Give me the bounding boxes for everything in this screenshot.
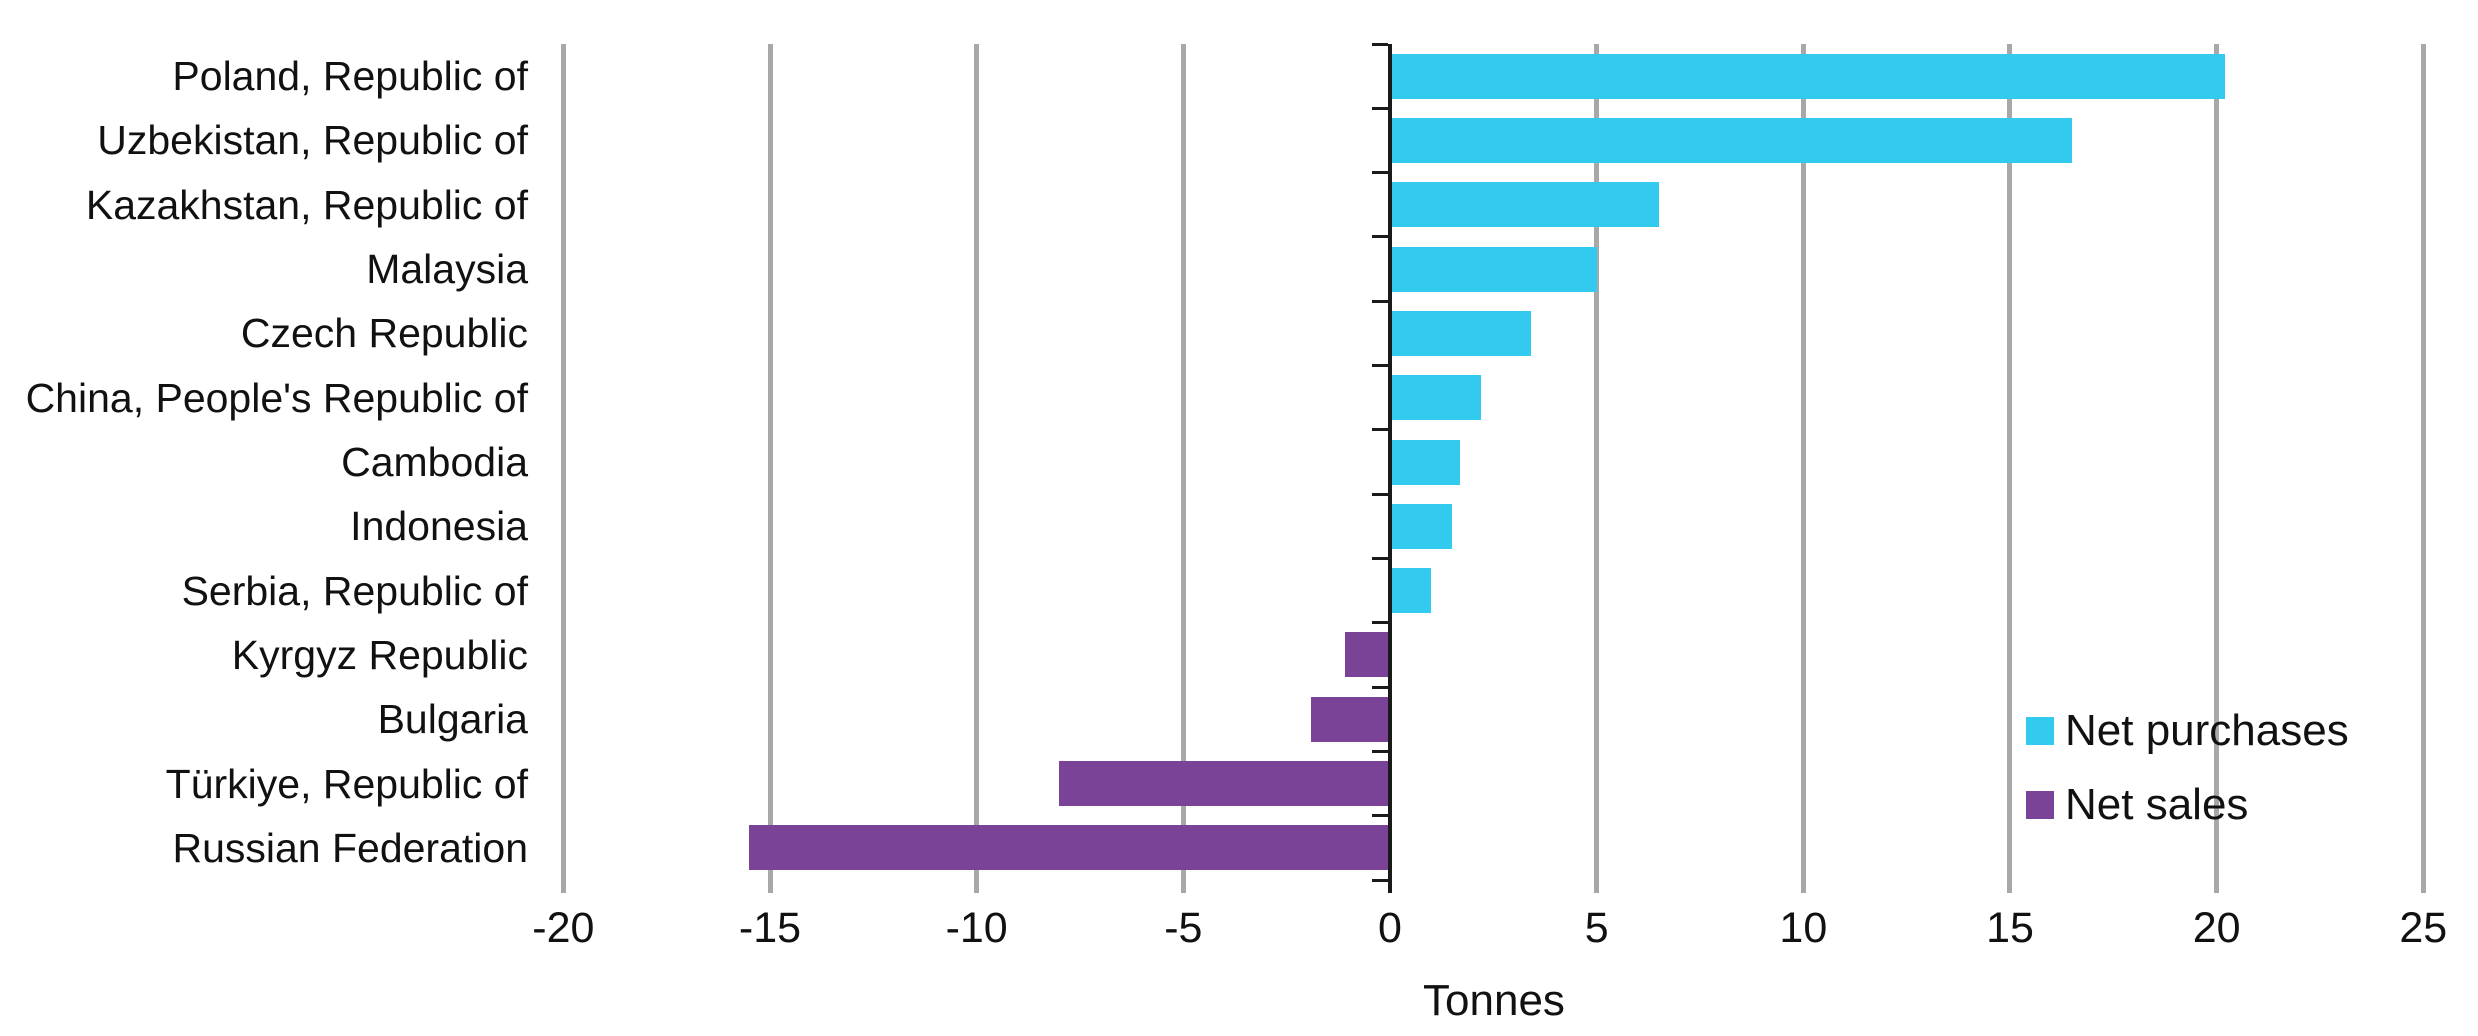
bar-malaysia <box>1390 246 1597 292</box>
category-label-bulgaria: Bulgaria <box>377 696 528 743</box>
category-label-poland-republic-of: Poland, Republic of <box>172 53 528 100</box>
x-tick-label-25: 25 <box>2399 904 2448 952</box>
y-axis-tick <box>1372 364 1388 368</box>
net-sales-swatch-icon <box>2026 791 2054 819</box>
gridline-20 <box>2214 44 2220 893</box>
y-axis-tick <box>1372 106 1388 110</box>
gridline--10 <box>974 44 980 893</box>
y-axis-tick <box>1372 556 1388 560</box>
bar-china-people-s-republic-of <box>1390 375 1481 421</box>
legend-label-net-purchases: Net purchases <box>2065 706 2349 755</box>
category-label-t-rkiye-republic-of: Türkiye, Republic of <box>165 760 528 807</box>
legend-item-net-sales: Net sales <box>2026 783 2248 827</box>
y-axis-tick <box>1372 42 1388 46</box>
y-axis-tick <box>1372 299 1388 303</box>
y-axis-tick <box>1372 621 1388 625</box>
x-tick-label--15: -15 <box>738 904 802 952</box>
net-purchases-swatch-icon <box>2026 717 2054 745</box>
bar-czech-republic <box>1390 310 1531 356</box>
bar-russian-federation <box>749 825 1390 871</box>
category-label-czech-republic: Czech Republic <box>240 310 528 357</box>
gridline--5 <box>1180 44 1186 893</box>
bar-indonesia <box>1390 503 1452 549</box>
category-label-serbia-republic-of: Serbia, Republic of <box>181 567 528 614</box>
y-axis-tick <box>1372 171 1388 175</box>
gridline--20 <box>560 44 566 893</box>
x-tick-label-20: 20 <box>2192 904 2241 952</box>
y-axis-tick <box>1372 814 1388 818</box>
y-axis-tick <box>1372 878 1388 882</box>
bar-serbia-republic-of <box>1390 568 1432 614</box>
bar-t-rkiye-republic-of <box>1059 761 1390 807</box>
category-label-cambodia: Cambodia <box>341 439 528 485</box>
legend-label-net-sales: Net sales <box>2065 780 2249 829</box>
legend-item-net-purchases: Net purchases <box>2026 709 2349 753</box>
category-label-kyrgyz-republic: Kyrgyz Republic <box>231 631 528 678</box>
y-axis-tick <box>1372 685 1388 689</box>
category-label-kazakhstan-republic-of: Kazakhstan, Republic of <box>85 181 528 228</box>
gridline-5 <box>1594 44 1600 893</box>
gridline-25 <box>2420 44 2426 893</box>
gridline--15 <box>767 44 773 893</box>
category-label-china-people-s-republic-of: China, People's Republic of <box>25 374 528 421</box>
y-axis-tick <box>1372 749 1388 753</box>
x-tick-label--20: -20 <box>532 904 595 952</box>
category-label-uzbekistan-republic-of: Uzbekistan, Republic of <box>97 117 528 164</box>
x-tick-label-5: 5 <box>1584 904 1609 952</box>
x-tick-label-15: 15 <box>1986 904 2034 952</box>
x-tick-label--5: -5 <box>1164 904 1203 952</box>
bar-uzbekistan-republic-of <box>1390 117 2072 163</box>
bar-cambodia <box>1390 439 1461 485</box>
bar-bulgaria <box>1311 696 1390 742</box>
zero-axis-line <box>1388 44 1392 893</box>
x-tick-label-10: 10 <box>1779 904 1828 952</box>
y-axis-tick <box>1372 428 1388 432</box>
gridline-10 <box>1800 44 1806 893</box>
y-axis-tick <box>1372 492 1388 496</box>
x-tick-label--10: -10 <box>945 904 1008 952</box>
gridline-15 <box>2007 44 2013 893</box>
bar-kyrgyz-republic <box>1344 632 1390 678</box>
x-tick-label-0: 0 <box>1378 904 1402 952</box>
category-label-indonesia: Indonesia <box>350 503 528 550</box>
bar-kazakhstan-republic-of <box>1390 182 1659 228</box>
x-axis-title: Tonnes <box>1423 976 1565 1025</box>
bar-poland-republic-of <box>1390 53 2225 99</box>
category-label-russian-federation: Russian Federation <box>172 824 528 871</box>
y-axis-tick <box>1372 235 1388 239</box>
category-label-malaysia: Malaysia <box>366 246 528 293</box>
